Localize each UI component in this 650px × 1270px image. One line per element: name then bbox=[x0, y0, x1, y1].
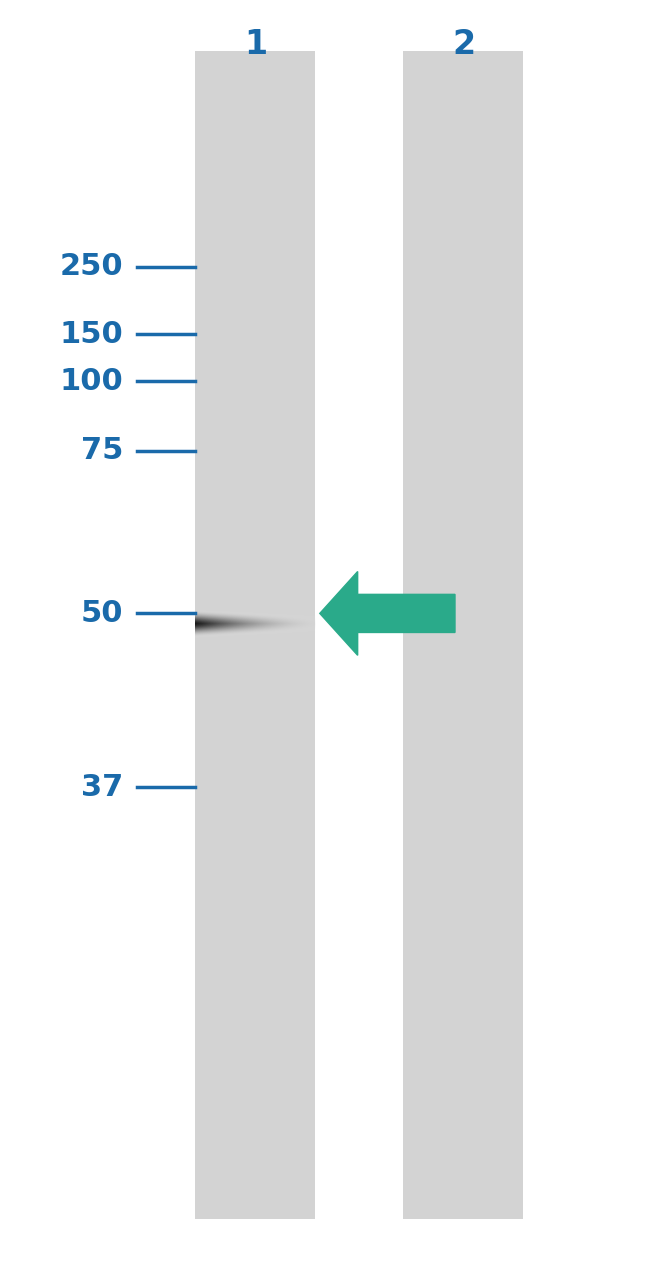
Bar bbox=[403, 51, 523, 1219]
Text: 150: 150 bbox=[60, 320, 124, 348]
Bar bbox=[195, 51, 315, 1219]
Text: 100: 100 bbox=[60, 367, 124, 395]
FancyArrow shape bbox=[320, 572, 455, 655]
Text: 2: 2 bbox=[452, 28, 475, 61]
Text: 1: 1 bbox=[244, 28, 267, 61]
Text: 37: 37 bbox=[81, 773, 124, 801]
Text: 250: 250 bbox=[60, 253, 124, 281]
Text: 75: 75 bbox=[81, 437, 124, 465]
Text: 50: 50 bbox=[81, 599, 124, 627]
